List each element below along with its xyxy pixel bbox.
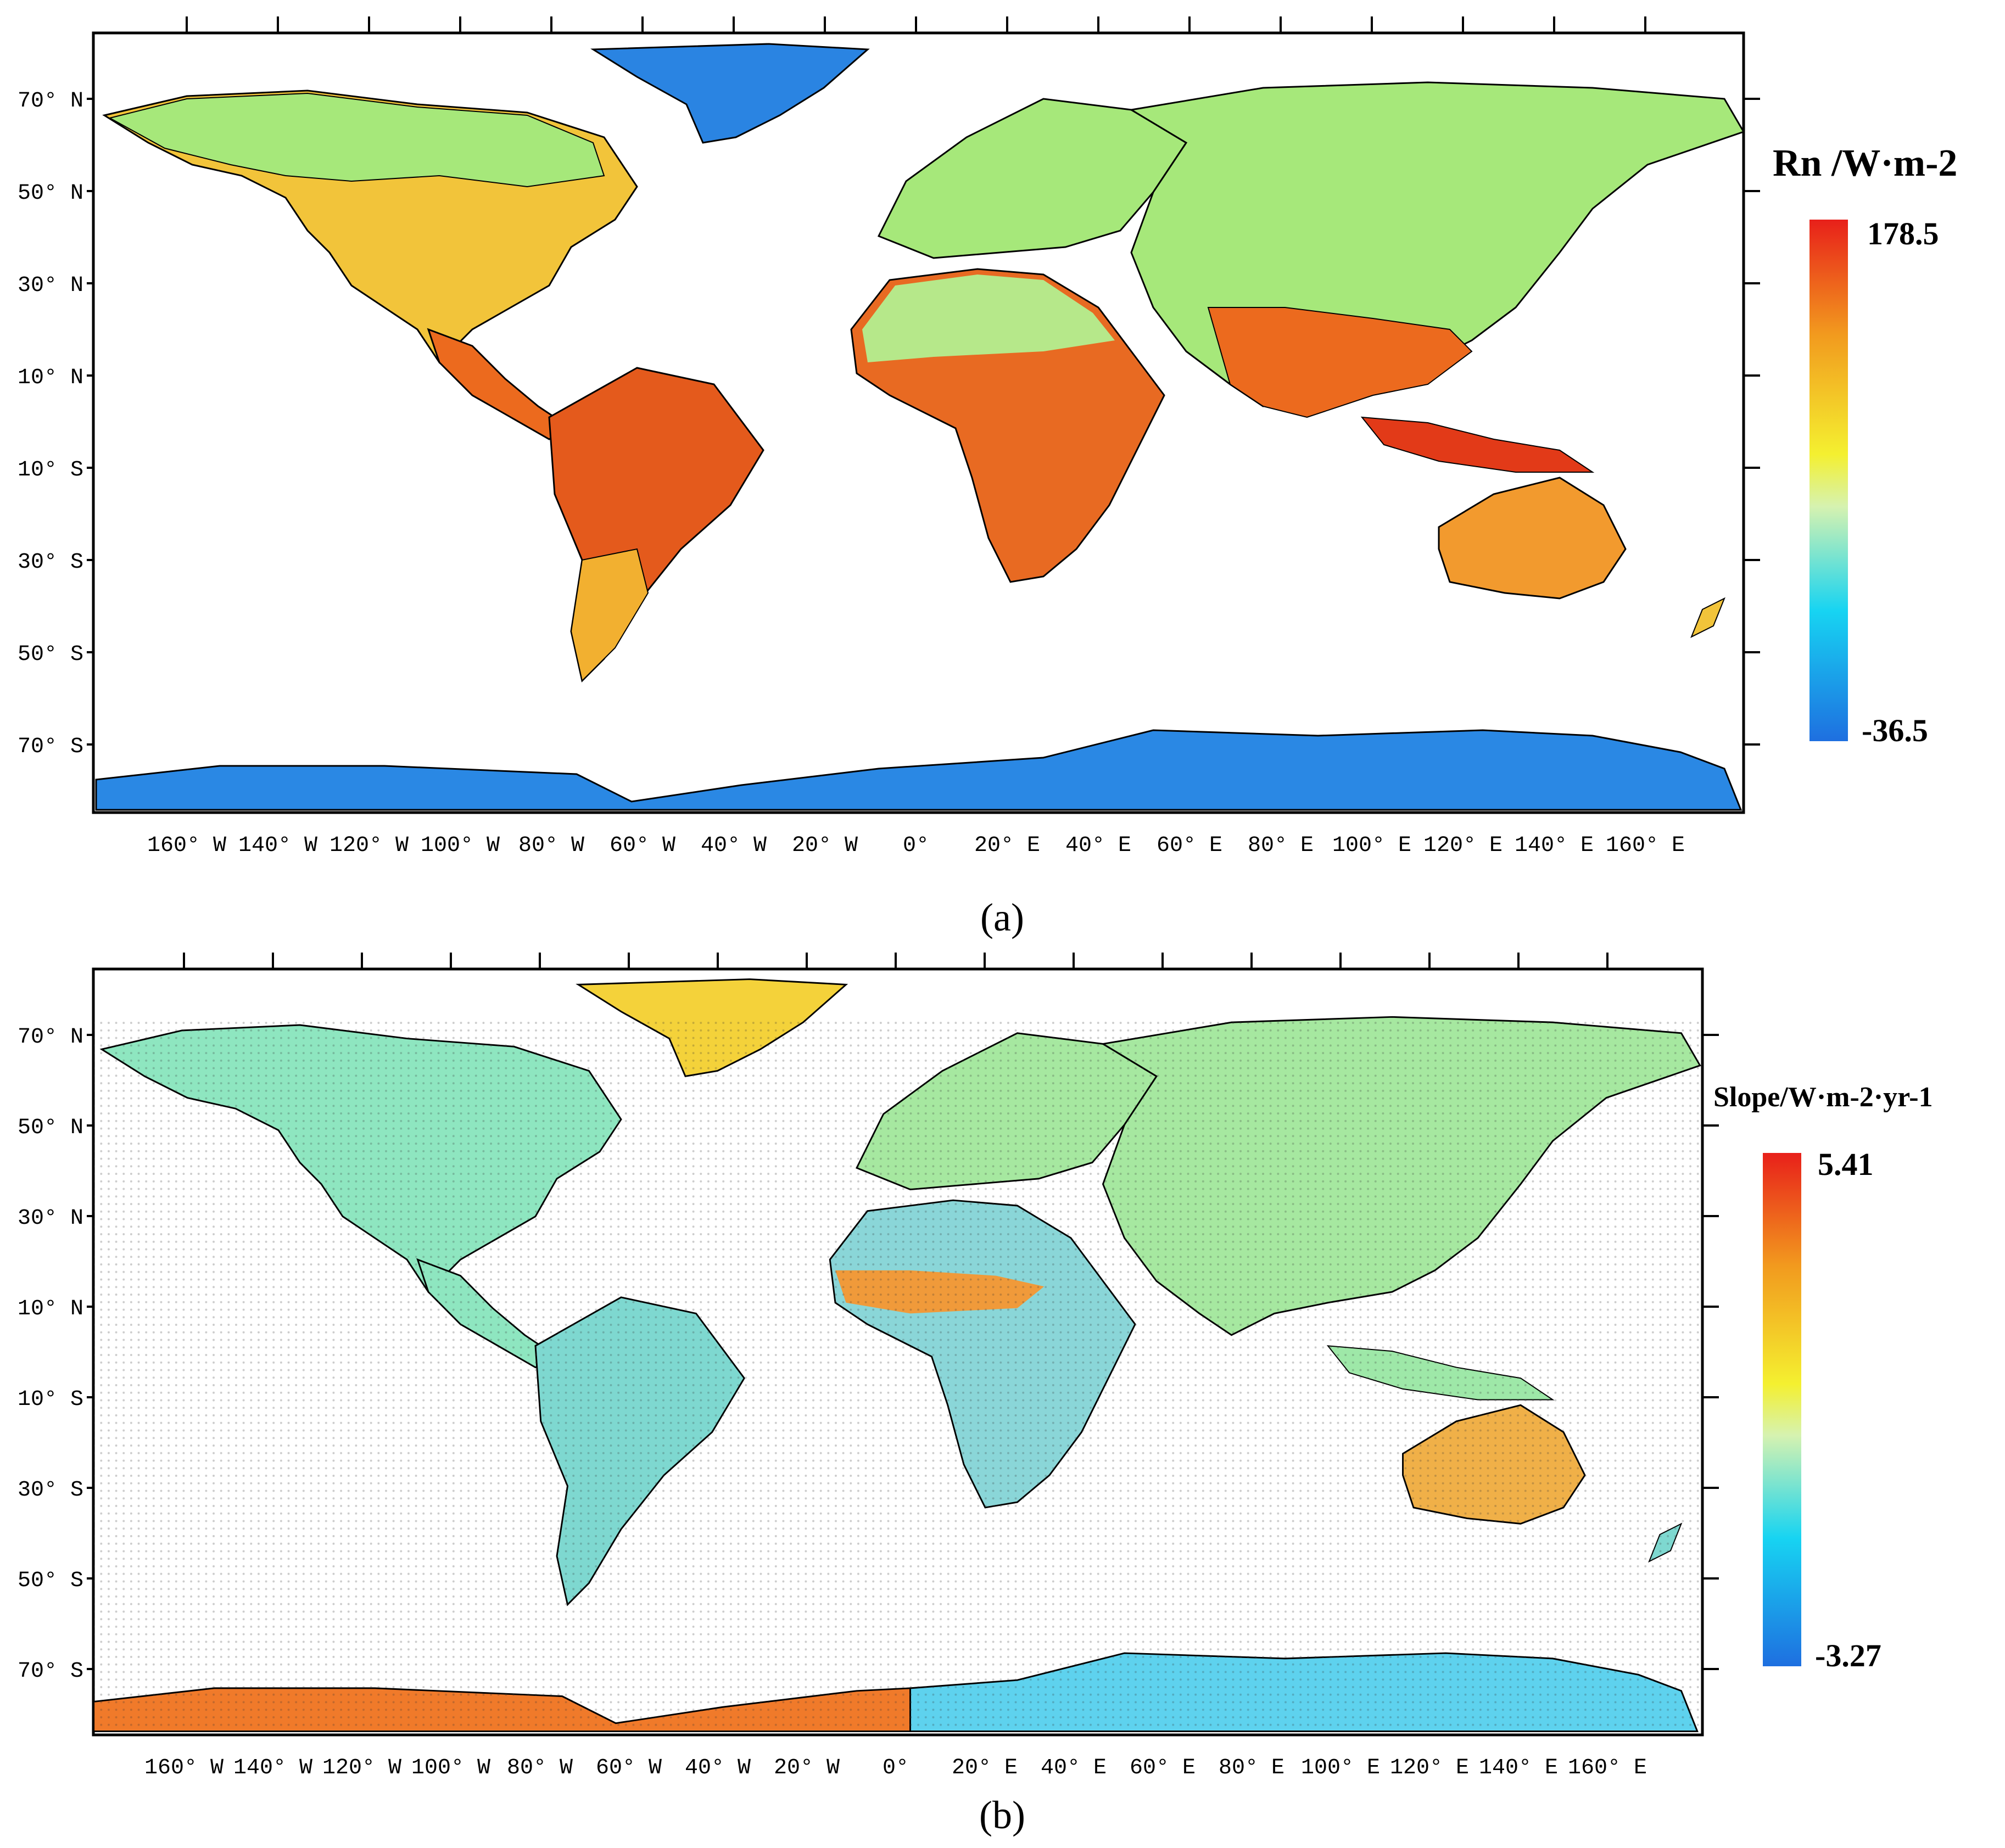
lon-tick-label: 20° W [792, 833, 858, 858]
lon-tick-label: 60° W [610, 833, 675, 858]
lat-tick-label: 30° N [18, 1206, 83, 1231]
colorbar-b: Slope/W·m-2·yr-1 5.41 -3.27 [1713, 1082, 1933, 1673]
colorbar-min: -3.27 [1815, 1638, 1881, 1673]
lon-tick-label: 140° W [238, 833, 317, 858]
lat-tick-label: 10° N [18, 1297, 83, 1321]
latitude-axis: 70° N 50° N 30° N 10° N 10° S 30° S 50° S 70° S [18, 89, 1760, 759]
lon-tick-label: 100° E [1301, 1756, 1380, 1780]
lon-tick-label: 40° W [701, 833, 767, 858]
panel-a: 160° W 140° W 120° W 100° W 80° W 60° W 40° W 2… [18, 16, 1957, 939]
lon-tick-label: 140° E [1515, 833, 1594, 858]
lon-tick-label: 80° W [507, 1756, 573, 1780]
lat-tick-label: 70° N [18, 89, 83, 114]
lon-tick-label: 40° W [685, 1756, 751, 1780]
lon-tick-label: 0° [903, 833, 929, 858]
lon-tick-label: 120° W [322, 1756, 401, 1780]
lat-tick-label: 10° S [18, 1387, 83, 1412]
lon-tick-label: 40° E [1065, 833, 1131, 858]
antarctica [95, 729, 1742, 811]
lon-tick-label: 60° E [1130, 1756, 1196, 1780]
lat-tick-label: 70° S [18, 735, 83, 759]
lon-tick-label: 100° E [1332, 833, 1411, 858]
lon-tick-label: 60° W [596, 1756, 662, 1780]
landmasses [93, 978, 1701, 1732]
significance-stippling [93, 1017, 1700, 1732]
lon-tick-label: 60° E [1157, 833, 1222, 858]
lat-tick-label: 70° S [18, 1659, 83, 1684]
greenland [590, 43, 870, 144]
colorbar-gradient [1809, 220, 1848, 741]
sahara [862, 275, 1115, 362]
lon-tick-label: 160° E [1568, 1756, 1647, 1780]
lat-tick-label: 50° S [18, 642, 83, 667]
lon-tick-label: 20° E [952, 1756, 1018, 1780]
panel-label-a: (a) [980, 895, 1024, 939]
lon-tick-label: 120° W [329, 833, 409, 858]
lat-tick-label: 70° N [18, 1025, 83, 1050]
indonesia [1360, 416, 1595, 473]
lon-tick-label: 140° E [1479, 1756, 1558, 1780]
colorbar-a: Rn /W·m-2 178.5 -36.5 [1773, 142, 1957, 748]
colorbar-min: -36.5 [1862, 713, 1928, 748]
colorbar-title: Slope/W·m-2·yr-1 [1713, 1082, 1933, 1113]
colorbar-max: 178.5 [1867, 216, 1939, 251]
lat-tick-label: 50° N [18, 181, 83, 206]
australia [1438, 477, 1627, 600]
lon-tick-label: 120° E [1423, 833, 1503, 858]
lat-tick-label: 50° N [18, 1116, 83, 1140]
lat-tick-label: 10° N [18, 366, 83, 390]
lon-tick-label: 120° E [1390, 1756, 1469, 1780]
south-america-south [570, 548, 649, 682]
longitude-axis: 160° W 140° W 120° W 100° W 80° W 60° W 40° W 2… [144, 953, 1647, 1780]
colorbar-gradient [1763, 1153, 1801, 1666]
lon-tick-label: 100° W [421, 833, 500, 858]
new-zealand [1690, 597, 1725, 639]
lon-tick-label: 20° W [774, 1756, 840, 1780]
lon-tick-label: 160° W [147, 833, 226, 858]
colorbar-title: Rn /W·m-2 [1773, 142, 1957, 184]
longitude-axis: 160° W 140° W 120° W 100° W 80° W 60° W 40° W 2… [147, 16, 1685, 858]
lon-tick-label: 160° W [144, 1756, 224, 1780]
lon-tick-label: 40° E [1041, 1756, 1107, 1780]
south-asia [1207, 307, 1473, 418]
panel-label-b: (b) [979, 1793, 1025, 1837]
lon-tick-label: 0° [883, 1756, 909, 1780]
lon-tick-label: 80° E [1248, 833, 1314, 858]
lat-tick-label: 30° S [18, 550, 83, 575]
latitude-axis: 70° N 50° N 30° N 10° N 10° S 30° S 50° S 70° S [18, 1025, 1719, 1684]
lon-tick-label: 80° W [518, 833, 584, 858]
lat-tick-label: 10° S [18, 458, 83, 483]
panel-b: 160° W 140° W 120° W 100° W 80° W 60° W 40° W 2… [18, 953, 1933, 1837]
colorbar-max: 5.41 [1818, 1146, 1874, 1182]
lon-tick-label: 160° E [1606, 833, 1685, 858]
north-america-north [108, 92, 605, 188]
lon-tick-label: 100° W [411, 1756, 490, 1780]
lat-tick-label: 30° S [18, 1478, 83, 1503]
lat-tick-label: 30° N [18, 273, 83, 298]
lon-tick-label: 140° W [233, 1756, 312, 1780]
lon-tick-label: 80° E [1219, 1756, 1284, 1780]
lon-tick-label: 20° E [974, 833, 1040, 858]
landmasses [95, 43, 1745, 811]
lat-tick-label: 50° S [18, 1569, 83, 1593]
